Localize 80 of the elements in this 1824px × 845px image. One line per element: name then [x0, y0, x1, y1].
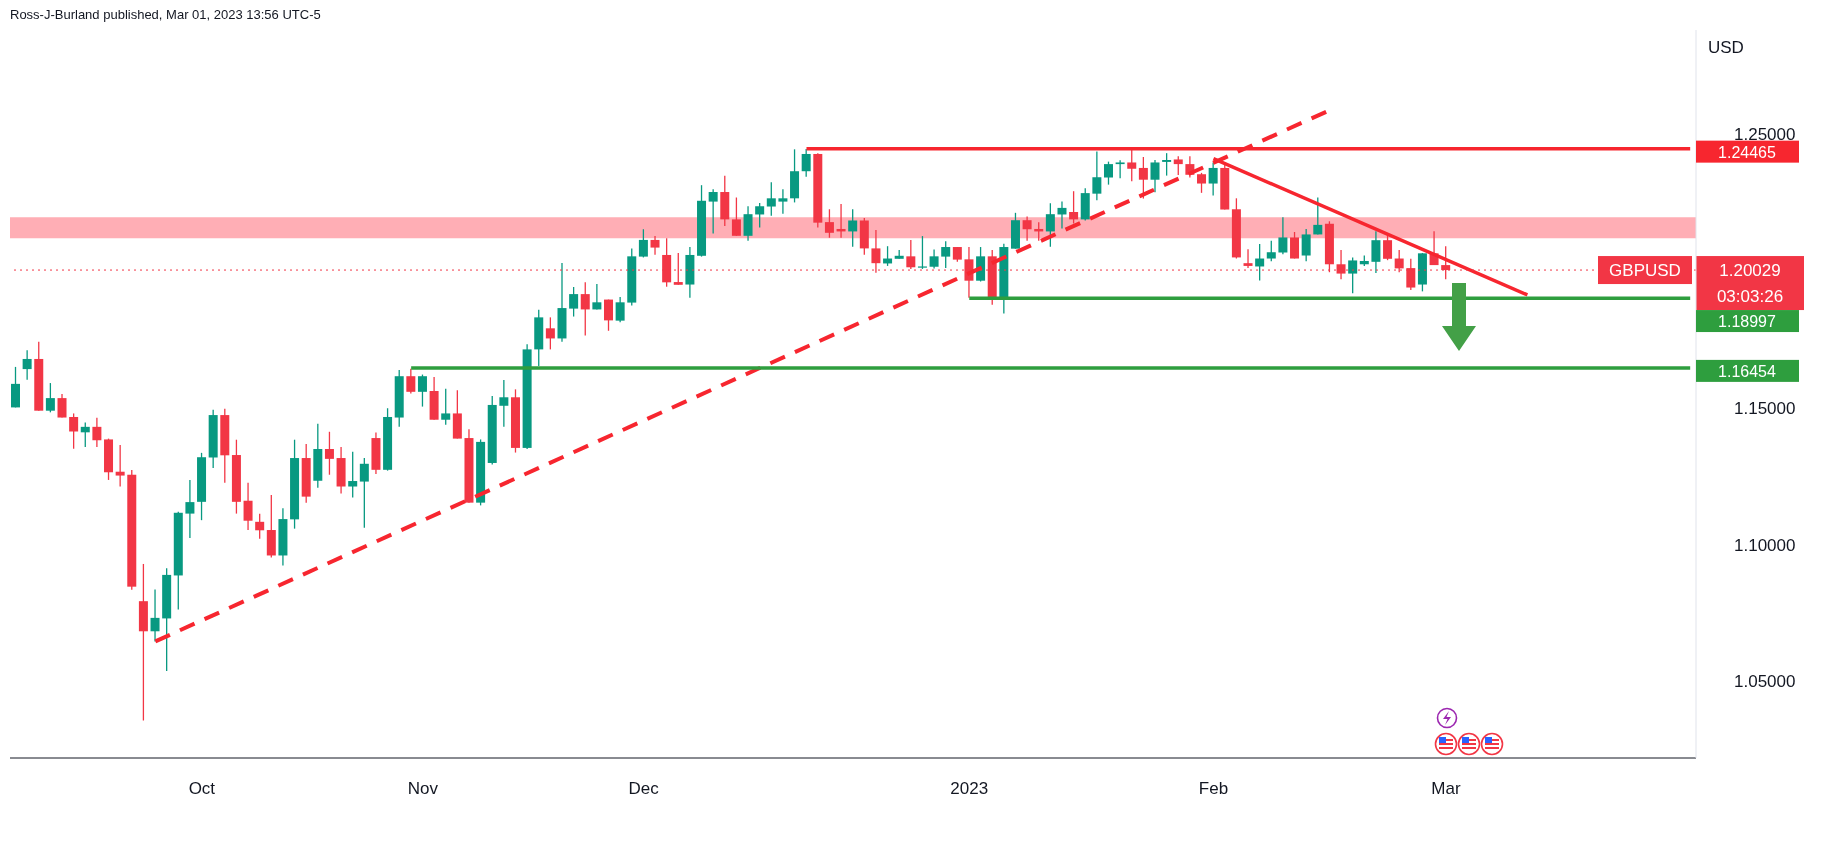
candlestick	[1301, 228, 1311, 262]
candlestick	[1348, 256, 1358, 294]
candlestick	[801, 148, 811, 178]
y-tick-label: 1.25000	[1734, 125, 1796, 144]
candlestick	[755, 202, 765, 229]
candlestick	[569, 286, 579, 318]
candlestick	[1103, 160, 1113, 186]
candlestick	[1278, 216, 1288, 255]
candlestick	[1243, 248, 1253, 269]
x-tick-label: 2023	[950, 779, 989, 799]
candlestick	[255, 513, 265, 540]
candlestick	[348, 451, 358, 499]
candlestick	[1162, 152, 1172, 177]
candlestick	[929, 248, 939, 270]
candlestick	[115, 444, 125, 488]
candlestick	[45, 382, 55, 413]
data-label: 1.18997	[1718, 313, 1777, 331]
text: 1.20029	[1719, 261, 1781, 281]
candlestick	[1138, 156, 1148, 200]
candlestick	[650, 235, 660, 256]
candlestick	[1150, 159, 1160, 193]
candlestick	[243, 482, 253, 531]
candlestick	[638, 228, 648, 259]
candlestick	[11, 366, 20, 409]
x-tick-label: Mar	[1431, 779, 1461, 799]
candlestick	[1197, 172, 1207, 194]
candlestick	[92, 417, 102, 448]
candlestick	[324, 431, 334, 476]
candlestick	[743, 205, 753, 242]
candlestick	[69, 412, 79, 450]
candlestick	[499, 379, 509, 428]
candlestick	[906, 239, 916, 270]
data-label: 1.16454	[1718, 362, 1777, 380]
chart-title: Ross-J-Burland published, Mar 01, 2023 13:56 UTC-5	[10, 7, 321, 22]
candlestick	[406, 368, 416, 395]
candlestick	[150, 588, 160, 643]
candlestick	[1290, 231, 1300, 260]
data-label: 1.24465	[1718, 143, 1777, 161]
candlestick	[580, 281, 590, 337]
y-tick-label: 1.15000	[1734, 398, 1796, 418]
y-tick-label: 1.05000	[1734, 672, 1796, 692]
candlestick	[1092, 150, 1102, 201]
candlestick	[1057, 200, 1067, 230]
candlestick	[185, 479, 195, 539]
candlestick	[1115, 159, 1125, 179]
candlestick	[766, 181, 776, 217]
candlestick	[592, 283, 602, 311]
candlestick	[1371, 230, 1381, 274]
candlestick	[80, 421, 90, 448]
candlestick	[1022, 215, 1032, 242]
candlestick	[1313, 196, 1323, 236]
candlestick	[604, 298, 614, 332]
candlestick	[417, 373, 427, 408]
y-axis-title: USD	[1708, 38, 1744, 58]
candlestick	[708, 188, 718, 235]
candlestick	[917, 235, 927, 270]
text: 03:03:26	[1716, 287, 1784, 307]
candlestick	[731, 196, 741, 237]
candlestick	[359, 457, 369, 529]
x-tick-label: Oct	[188, 779, 216, 799]
candlestick	[1127, 148, 1137, 182]
y-tick-label: 1.10000	[1734, 535, 1796, 555]
candlestick	[824, 208, 834, 239]
candlestick	[778, 188, 788, 215]
candlestick	[1069, 190, 1079, 225]
x-tick-label: Feb	[1198, 779, 1229, 799]
ref-line-label: GBPUSD	[1609, 261, 1681, 281]
candlestick	[22, 349, 32, 381]
candlestick	[441, 388, 451, 426]
candlestick	[1045, 202, 1055, 248]
candlestick	[941, 240, 951, 269]
candlestick	[1266, 240, 1276, 262]
candlestick	[545, 316, 555, 351]
candlestick	[1208, 161, 1218, 197]
x-tick-label: Nov	[407, 779, 439, 799]
candlestick	[57, 393, 67, 419]
x-tick-label: Dec	[628, 779, 660, 799]
candlestick	[848, 208, 858, 248]
candlestick	[1173, 155, 1183, 176]
candlestick	[615, 296, 625, 323]
